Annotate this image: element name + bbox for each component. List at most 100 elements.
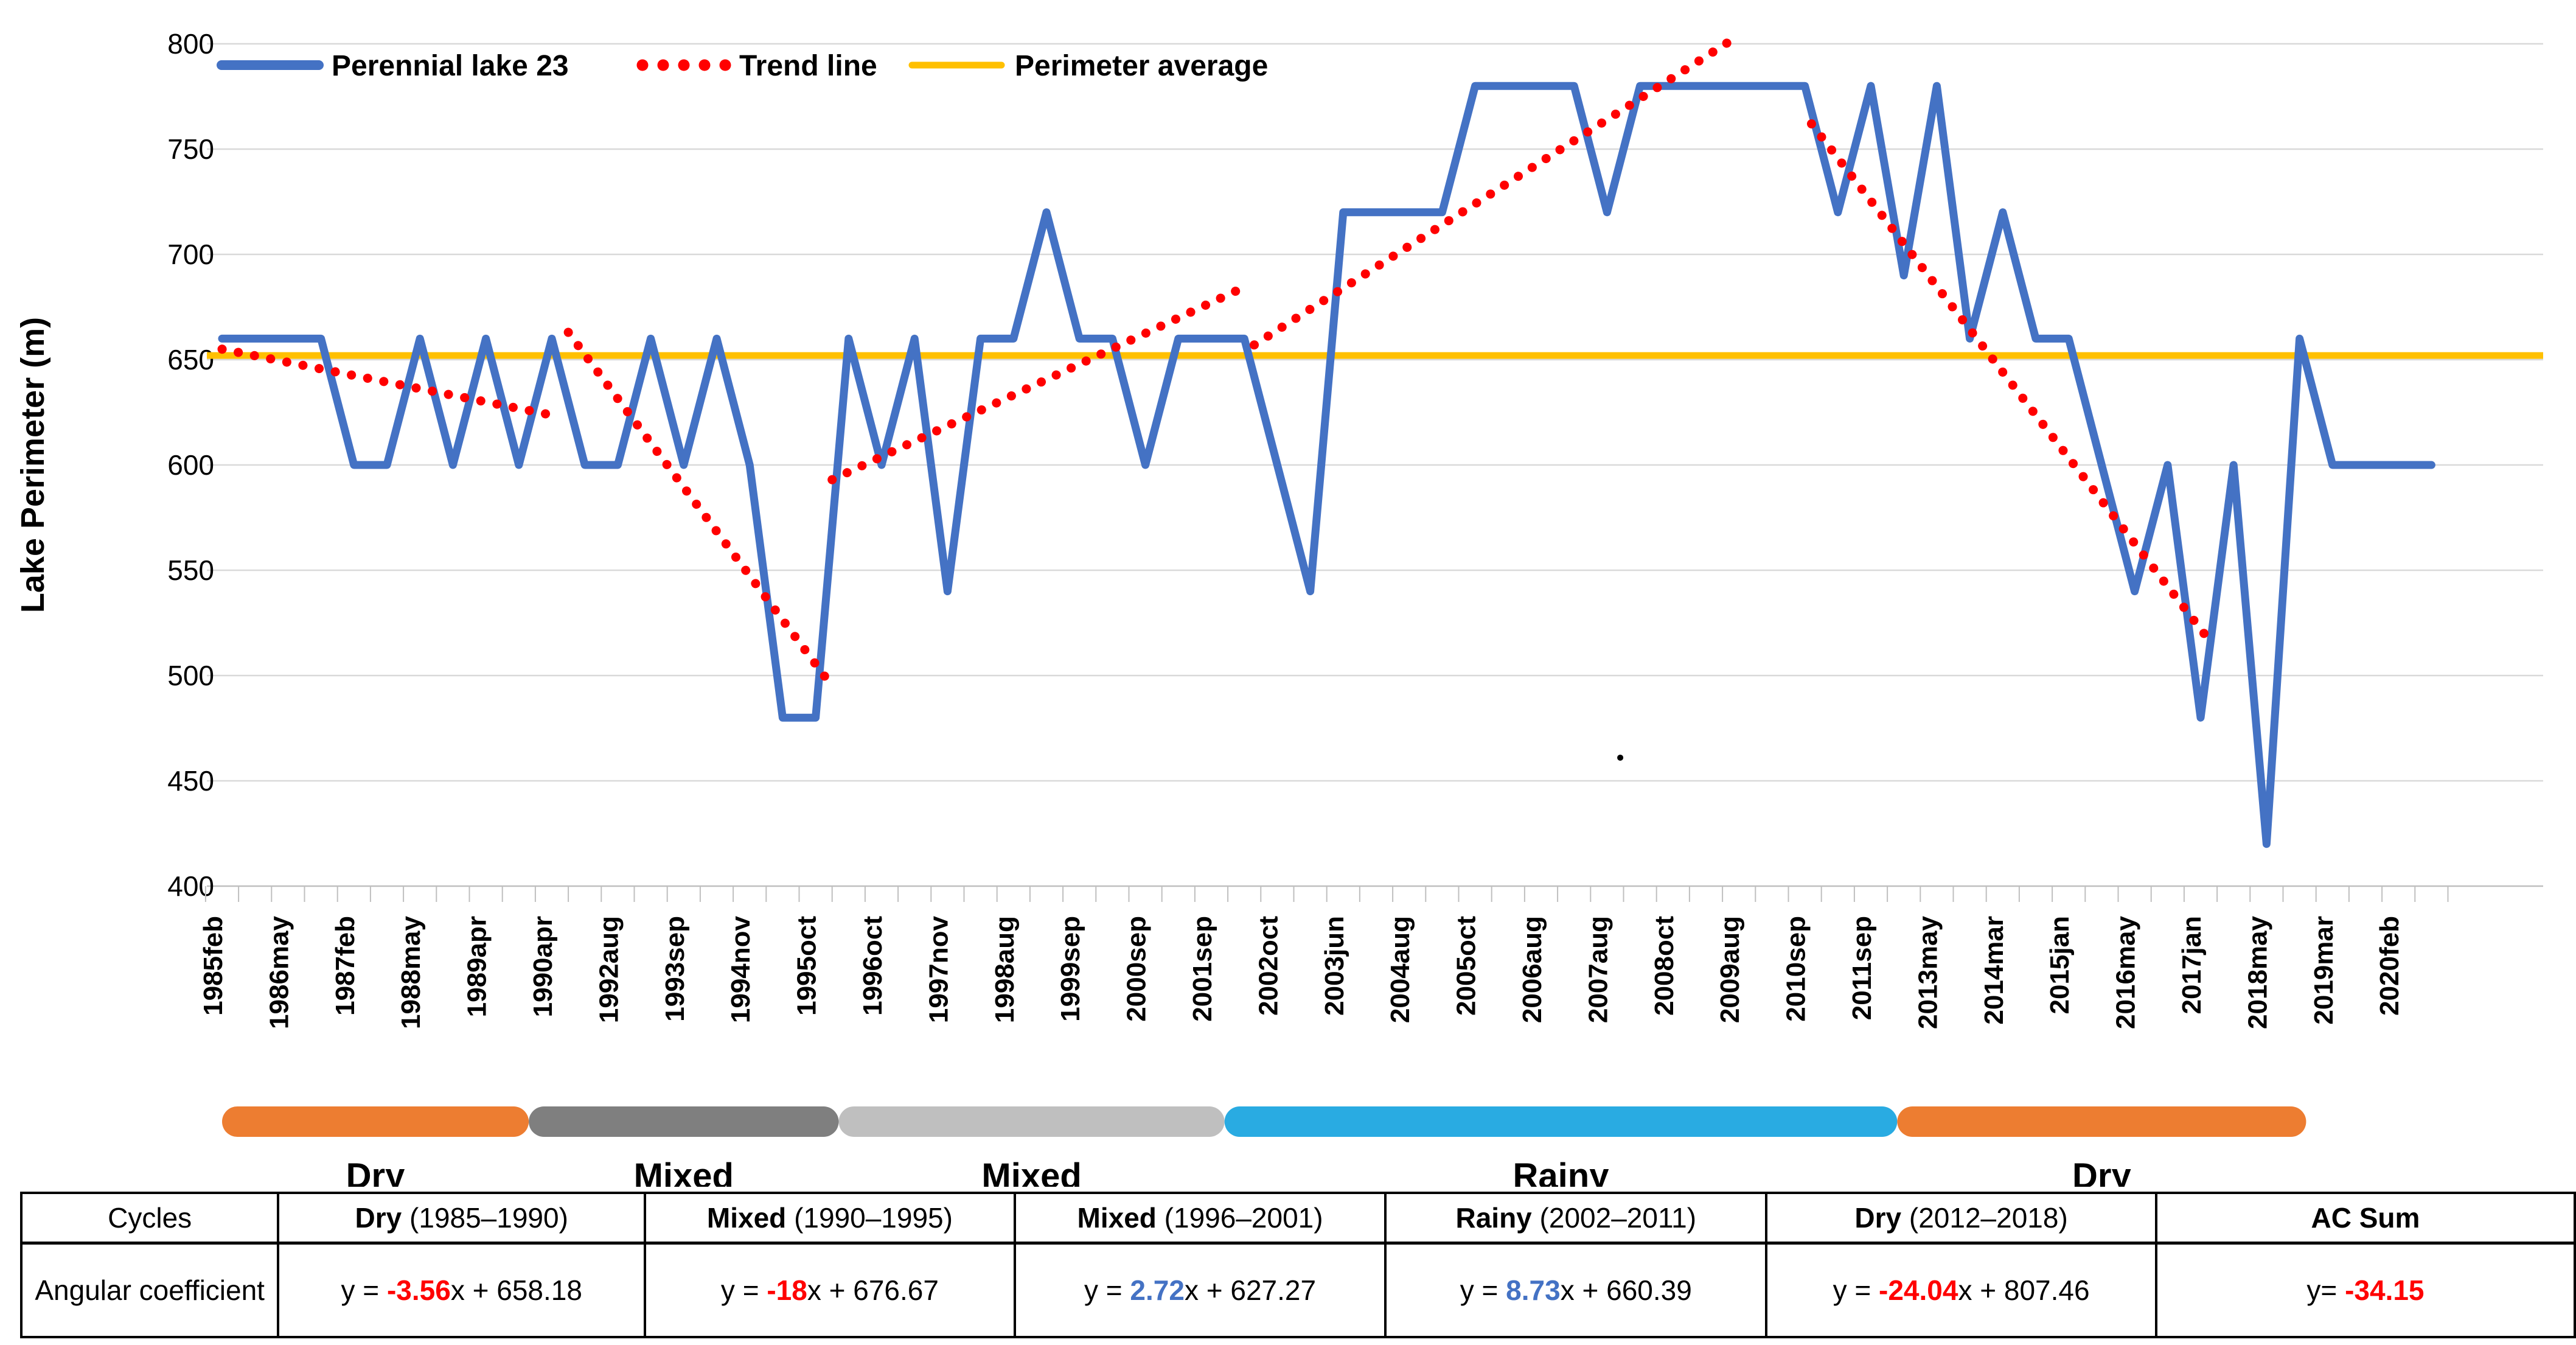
cyc-name: Mixed [1077,1202,1157,1234]
cyc-range: (2012–2018) [1901,1202,2068,1234]
x-tick-label: 2013may [1913,915,1943,1029]
eq-post: x + 660.39 [1560,1274,1692,1306]
period-bar-mixed [838,1106,1225,1137]
eq-pre: y = [1460,1274,1506,1306]
equation-cell: y= -34.15 [2154,1242,2576,1338]
y-axis-title: Lake Perimeter (m) [15,317,51,613]
trend-dots-legend-swatch [678,59,690,71]
trend-line-segment [1806,119,2212,643]
trend-line-segment [217,344,554,419]
x-tick-label: 2015jan [2045,916,2075,1014]
equation-cell: y = -3.56x + 658.18 [277,1242,647,1338]
x-tick-label: 2014mar [1979,916,2009,1025]
cyc-range: (1990–1995) [786,1202,953,1234]
trend-line-segment [563,327,834,686]
x-tick-label: 1989apr [462,916,492,1017]
cyc-range: (1985–1990) [402,1202,568,1234]
text: Angular coefficient [35,1274,265,1306]
equation-cell: y = -24.04x + 807.46 [1765,1242,2157,1338]
legend-label: Perimeter average [1015,50,1268,82]
x-tick-label: 2009aug [1715,916,1745,1023]
y-tick-label: 800 [167,28,214,60]
cyc-range: (2002–2011) [1531,1202,1697,1234]
period-label: Rainy [1513,1156,1609,1187]
cyc-name: Mixed [706,1202,787,1234]
cycle-header-cell: Mixed (1996–2001) [1013,1192,1387,1245]
eq-pre: y = [720,1274,767,1306]
x-tick-label: 2019mar [2309,916,2339,1025]
x-tick-label: 2016may [2111,915,2141,1029]
x-tick-label: 2001sep [1188,916,1217,1022]
y-tick-label: 550 [167,554,214,586]
coef: -24.04 [1879,1274,1958,1306]
lake-perimeter-line-chart: 800 750 700 650 600 550 500 450 400 Lake Perimete… [15,28,2543,1187]
eq-post: x + 676.67 [807,1274,939,1306]
trend-dots-legend-swatch [657,59,669,71]
cycle-header-cell: Dry (1985–1990) [277,1192,647,1245]
cyc-name: Dry [355,1202,402,1234]
cyc-name: Dry [1854,1202,1902,1234]
y-tick-label: 600 [167,449,214,481]
cycle-header-cell: AC Sum [2154,1192,2576,1245]
legend-label: Trend line [739,50,877,82]
x-tick-label: 1999sep [1056,916,1085,1022]
equation-cell: y = 8.73x + 660.39 [1384,1242,1768,1338]
x-tick-label: 2007aug [1583,916,1613,1023]
period-label: Mixed [981,1156,1081,1187]
cyc-name: AC Sum [2311,1202,2420,1234]
table-header-row: Cycles Dry (1985–1990) Mixed (1990–1995) Mi… [19,1192,2576,1245]
x-tick-label: 2018may [2243,915,2272,1029]
legend-label: Perennial lake 23 [332,50,569,82]
x-tick-label: 2003jun [1320,916,1349,1016]
x-tick-label: 1993sep [660,916,690,1022]
coef: -3.56 [386,1274,451,1306]
period-bar-rainy [1224,1106,1898,1137]
y-tick-label: 500 [167,660,214,691]
trend-dots-legend-swatch [636,59,649,71]
period-bar-dry [222,1106,529,1137]
y-tick-label: 450 [167,765,214,797]
equation-cell: y = 2.72x + 627.27 [1013,1242,1387,1338]
trend-dots-legend-swatch [719,59,731,71]
x-tick-label: 1988may [396,915,426,1029]
x-tick-label: 2008oct [1649,916,1679,1016]
eq-post: x + 658.18 [450,1274,582,1306]
stray-dot [1617,754,1624,761]
coef: -34.15 [2345,1274,2425,1306]
x-tick-label: 1998aug [990,916,1020,1023]
x-tick-label: 2006aug [1517,916,1547,1023]
angular-coefficient-row: Angular coefficient y = -3.56x + 658.18 y … [19,1242,2576,1338]
x-tick-label: 2004aug [1385,916,1415,1023]
perennial-lake-23-line [218,82,2435,848]
coef: 8.73 [1506,1274,1561,1306]
x-tick-label: 1995oct [792,916,822,1016]
period-bar-mixed [529,1106,839,1137]
x-tick-label: 1990apr [528,916,558,1017]
x-tick-label: 2000sep [1122,916,1152,1022]
x-tick-label: 1987feb [330,916,360,1016]
eq-pre: y= [2306,1274,2345,1306]
period-label: Mixed [634,1156,734,1187]
cycles-table: Cycles Dry (1985–1990) Mixed (1990–1995) Mi… [19,1192,2576,1338]
angular-coefficient-label-cell: Angular coefficient [19,1242,280,1338]
eq-pre: y = [1833,1274,1879,1306]
cycle-header-cell: Rainy (2002–2011) [1384,1192,1768,1245]
x-tick-label: 1985feb [198,916,228,1016]
cycle-header-cell: Dry (2012–2018) [1765,1192,2157,1245]
x-tick-label: 2002oct [1253,916,1283,1016]
cyc-range: (1996–2001) [1156,1202,1323,1234]
x-tick-label: 2017jan [2177,916,2207,1014]
text: Cycles [108,1202,192,1234]
period-label: Dry [2072,1156,2131,1187]
y-tick-label: 750 [167,133,214,165]
trend-line-segment [827,285,1242,484]
cycle-header-cell: Mixed (1990–1995) [644,1192,1016,1245]
cyc-name: Rainy [1455,1202,1532,1234]
eq-pre: y = [341,1274,387,1306]
equation-cell: y = -18x + 676.67 [644,1242,1016,1338]
period-label: Dry [346,1156,405,1187]
cycles-header-cell: Cycles [19,1192,280,1245]
trend-dots-legend-swatch [698,59,711,71]
eq-pre: y = [1084,1274,1130,1306]
